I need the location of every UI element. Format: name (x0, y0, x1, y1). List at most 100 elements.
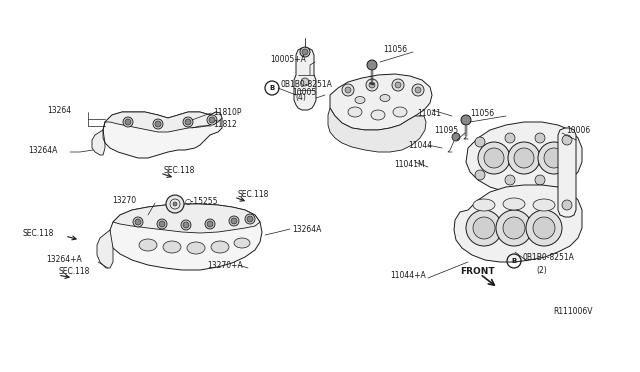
Circle shape (300, 47, 310, 57)
Ellipse shape (234, 238, 250, 248)
Circle shape (159, 221, 165, 227)
Circle shape (544, 148, 564, 168)
Ellipse shape (187, 242, 205, 254)
Circle shape (207, 221, 213, 227)
Circle shape (484, 148, 504, 168)
Circle shape (560, 170, 570, 180)
Circle shape (229, 216, 239, 226)
Polygon shape (110, 204, 262, 270)
Circle shape (135, 219, 141, 225)
Ellipse shape (533, 199, 555, 211)
Circle shape (133, 217, 143, 227)
Text: 11044+A: 11044+A (390, 270, 426, 279)
Circle shape (473, 217, 495, 239)
Text: 10005: 10005 (292, 87, 316, 96)
Text: 11041M: 11041M (394, 160, 424, 169)
Text: 11095: 11095 (434, 125, 458, 135)
Circle shape (369, 82, 375, 88)
Ellipse shape (211, 241, 229, 253)
Circle shape (395, 82, 401, 88)
Circle shape (505, 133, 515, 143)
Polygon shape (558, 128, 576, 217)
Circle shape (533, 217, 555, 239)
Polygon shape (103, 112, 222, 158)
Text: SEC.118: SEC.118 (58, 267, 90, 276)
Text: 0B1B0-8251A: 0B1B0-8251A (523, 253, 575, 262)
Circle shape (535, 175, 545, 185)
Circle shape (342, 84, 354, 96)
Circle shape (560, 137, 570, 147)
Circle shape (183, 117, 193, 127)
Circle shape (301, 78, 309, 86)
Text: SEC.118: SEC.118 (237, 189, 268, 199)
Ellipse shape (380, 94, 390, 102)
Text: (4): (4) (295, 93, 306, 102)
Text: 11056: 11056 (383, 45, 407, 54)
Polygon shape (294, 48, 316, 110)
Text: 13264+A: 13264+A (46, 256, 82, 264)
Circle shape (123, 117, 133, 127)
Circle shape (247, 216, 253, 222)
Circle shape (508, 142, 540, 174)
Ellipse shape (473, 199, 495, 211)
Text: SEC.118: SEC.118 (163, 166, 195, 174)
Circle shape (503, 217, 525, 239)
Circle shape (125, 119, 131, 125)
Circle shape (302, 49, 308, 55)
Circle shape (452, 133, 460, 141)
Text: B: B (269, 85, 275, 91)
Circle shape (562, 200, 572, 210)
Circle shape (205, 219, 215, 229)
Circle shape (345, 87, 351, 93)
Polygon shape (454, 185, 582, 262)
Polygon shape (92, 130, 105, 155)
Circle shape (496, 210, 532, 246)
Circle shape (412, 84, 424, 96)
Circle shape (475, 170, 485, 180)
Polygon shape (328, 108, 426, 152)
Text: 13264: 13264 (47, 106, 71, 115)
Text: 0B1B0-8251A: 0B1B0-8251A (281, 80, 333, 89)
Text: 11041: 11041 (417, 109, 441, 118)
Circle shape (245, 214, 255, 224)
Circle shape (181, 220, 191, 230)
Circle shape (538, 142, 570, 174)
Text: 13270+A: 13270+A (207, 260, 243, 269)
Polygon shape (113, 204, 260, 233)
Text: (2): (2) (536, 266, 547, 275)
Circle shape (153, 119, 163, 129)
Text: 10005+A: 10005+A (270, 55, 306, 64)
Text: 11044: 11044 (408, 141, 432, 150)
Polygon shape (330, 74, 432, 130)
Text: SEC.118: SEC.118 (22, 228, 53, 237)
Circle shape (562, 135, 572, 145)
Ellipse shape (393, 107, 407, 117)
Circle shape (173, 202, 177, 206)
Text: 11812: 11812 (213, 119, 237, 128)
Text: 13264A: 13264A (292, 224, 321, 234)
Text: ○-15255: ○-15255 (185, 196, 218, 205)
Polygon shape (466, 122, 582, 194)
Text: 11056: 11056 (470, 109, 494, 118)
Circle shape (367, 60, 377, 70)
Circle shape (505, 175, 515, 185)
Ellipse shape (139, 239, 157, 251)
Text: 13270: 13270 (112, 196, 136, 205)
Circle shape (366, 79, 378, 91)
Polygon shape (105, 112, 222, 132)
Circle shape (207, 115, 217, 125)
Circle shape (166, 195, 184, 213)
Circle shape (478, 142, 510, 174)
Circle shape (155, 121, 161, 127)
Text: 11810P: 11810P (213, 108, 241, 116)
Circle shape (526, 210, 562, 246)
Circle shape (392, 79, 404, 91)
Ellipse shape (355, 96, 365, 103)
Text: B: B (511, 258, 516, 264)
Circle shape (514, 148, 534, 168)
Circle shape (475, 137, 485, 147)
Polygon shape (97, 230, 113, 268)
Circle shape (231, 218, 237, 224)
Circle shape (185, 119, 191, 125)
Ellipse shape (503, 198, 525, 210)
